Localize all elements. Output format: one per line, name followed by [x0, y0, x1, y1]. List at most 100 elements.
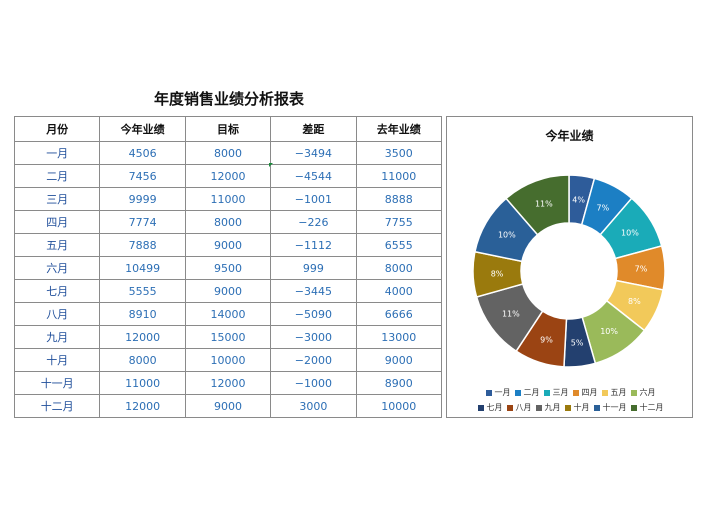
- donut-data-label: 7%: [597, 203, 610, 212]
- donut-data-label: 8%: [628, 297, 641, 306]
- table-row: 九月 12000 15000 −3000 13000: [13, 325, 443, 349]
- last-year-cell: 9000: [355, 348, 443, 372]
- this-year-cell: 9999: [99, 187, 186, 211]
- last-year-cell: 4000: [355, 279, 443, 303]
- header-last-year: 去年业绩: [355, 116, 443, 142]
- gap-cell: −1001: [270, 187, 357, 211]
- legend-label: 四月: [581, 388, 598, 397]
- donut-slice-12: [505, 174, 570, 236]
- legend-item: 十二月: [630, 402, 664, 413]
- month-cell: 八月: [13, 302, 101, 326]
- gap-cell: −3000: [270, 325, 357, 349]
- donut-data-label: 10%: [498, 231, 516, 240]
- legend-label: 三月: [552, 388, 569, 397]
- month-cell: 九月: [13, 325, 101, 349]
- month-cell: 十一月: [13, 371, 101, 395]
- report-title: 年度销售业绩分析报表: [153, 90, 304, 108]
- month-cell: 十二月: [13, 394, 101, 418]
- gap-cell: 3000: [270, 394, 357, 418]
- header-gap: 差距: [270, 116, 357, 142]
- legend-swatch: [593, 404, 600, 411]
- target-cell: 9000: [184, 233, 272, 257]
- this-year-cell: 5555: [99, 279, 186, 303]
- donut-data-label: 11%: [502, 309, 520, 318]
- header-month: 月份: [13, 116, 101, 142]
- gap-cell: −2000: [270, 348, 357, 372]
- month-cell: 六月: [13, 256, 101, 280]
- legend-item: 六月: [630, 387, 656, 398]
- chart-panel: 今年业绩 4% 7% 10% 7% 8% 10% 5% 9% 11% 8% 10% 11% 一月 二月 三…: [446, 116, 693, 418]
- legend-label: 十一月: [602, 403, 627, 412]
- last-year-cell: 10000: [355, 394, 443, 418]
- header-this-year: 今年业绩: [99, 116, 186, 142]
- legend-label: 一月: [494, 388, 511, 397]
- donut-data-label: 7%: [635, 265, 648, 274]
- gap-cell: −226: [270, 210, 357, 234]
- last-year-cell: 7755: [355, 210, 443, 234]
- legend-label: 二月: [523, 388, 540, 397]
- this-year-cell: 4506: [99, 141, 186, 165]
- legend-swatch: [485, 389, 492, 396]
- legend-item: 四月: [572, 387, 598, 398]
- this-year-cell: 8000: [99, 348, 186, 372]
- legend-item: 七月: [477, 402, 503, 413]
- this-year-cell: 11000: [99, 371, 186, 395]
- this-year-cell: 8910: [99, 302, 186, 326]
- header-target: 目标: [184, 116, 272, 142]
- last-year-cell: 8900: [355, 371, 443, 395]
- this-year-cell: 7456: [99, 164, 186, 188]
- table-row: 一月 4506 8000 −3494 3500: [13, 141, 443, 165]
- legend-label: 七月: [486, 403, 503, 412]
- donut-data-label: 10%: [621, 229, 639, 238]
- legend-swatch: [630, 389, 637, 396]
- legend-label: 九月: [544, 403, 561, 412]
- legend-row: 一月 二月 三月 四月 五月 六月: [457, 387, 684, 398]
- legend-item: 一月: [485, 387, 511, 398]
- target-cell: 15000: [184, 325, 272, 349]
- this-year-cell: 12000: [99, 394, 186, 418]
- table-row: 十一月 11000 12000 −1000 8900: [13, 371, 443, 395]
- table-header-row: 月份 今年业绩 目标 差距 去年业绩: [13, 116, 443, 142]
- table-row: 八月 8910 14000 −5090 6666: [13, 302, 443, 326]
- target-cell: 8000: [184, 210, 272, 234]
- donut-data-label: 5%: [571, 339, 584, 348]
- gap-cell: −1000: [270, 371, 357, 395]
- donut-chart: 4% 7% 10% 7% 8% 10% 5% 9% 11% 8% 10% 11%: [472, 174, 666, 368]
- last-year-cell: 11000: [355, 164, 443, 188]
- month-cell: 一月: [13, 141, 101, 165]
- table-row: 三月 9999 11000 −1001 8888: [13, 187, 443, 211]
- legend-row: 七月 八月 九月 十月 十一月 十二月: [457, 402, 684, 413]
- legend-swatch: [514, 389, 521, 396]
- legend-swatch: [535, 404, 542, 411]
- month-cell: 三月: [13, 187, 101, 211]
- this-year-cell: 10499: [99, 256, 186, 280]
- month-cell: 五月: [13, 233, 101, 257]
- this-year-cell: 12000: [99, 325, 186, 349]
- donut-data-label: 8%: [491, 270, 504, 279]
- last-year-cell: 3500: [355, 141, 443, 165]
- month-cell: 二月: [13, 164, 101, 188]
- legend-item: 八月: [506, 402, 532, 413]
- legend-item: 九月: [535, 402, 561, 413]
- this-year-cell: 7888: [99, 233, 186, 257]
- gap-cell: −3494: [270, 141, 357, 165]
- last-year-cell: 6555: [355, 233, 443, 257]
- target-cell: 14000: [184, 302, 272, 326]
- this-year-cell: 7774: [99, 210, 186, 234]
- target-cell: 10000: [184, 348, 272, 372]
- target-cell: 9000: [184, 279, 272, 303]
- sales-table: 月份 今年业绩 目标 差距 去年业绩 一月 4506 8000 −3494 3500 二月…: [13, 116, 443, 418]
- last-year-cell: 6666: [355, 302, 443, 326]
- table-row: 十月 8000 10000 −2000 9000: [13, 348, 443, 372]
- gap-cell: −4544: [270, 164, 357, 188]
- target-cell: 12000: [184, 164, 272, 188]
- legend-swatch: [601, 389, 608, 396]
- legend-label: 五月: [610, 388, 627, 397]
- legend-swatch: [543, 389, 550, 396]
- chart-legend: 一月 二月 三月 四月 五月 六月 七月 八月 九月 十月 十一月 十二月: [457, 387, 684, 417]
- legend-label: 八月: [515, 403, 532, 412]
- target-cell: 9000: [184, 394, 272, 418]
- gap-cell: −1112: [270, 233, 357, 257]
- legend-swatch: [477, 404, 484, 411]
- donut-data-label: 4%: [572, 196, 585, 205]
